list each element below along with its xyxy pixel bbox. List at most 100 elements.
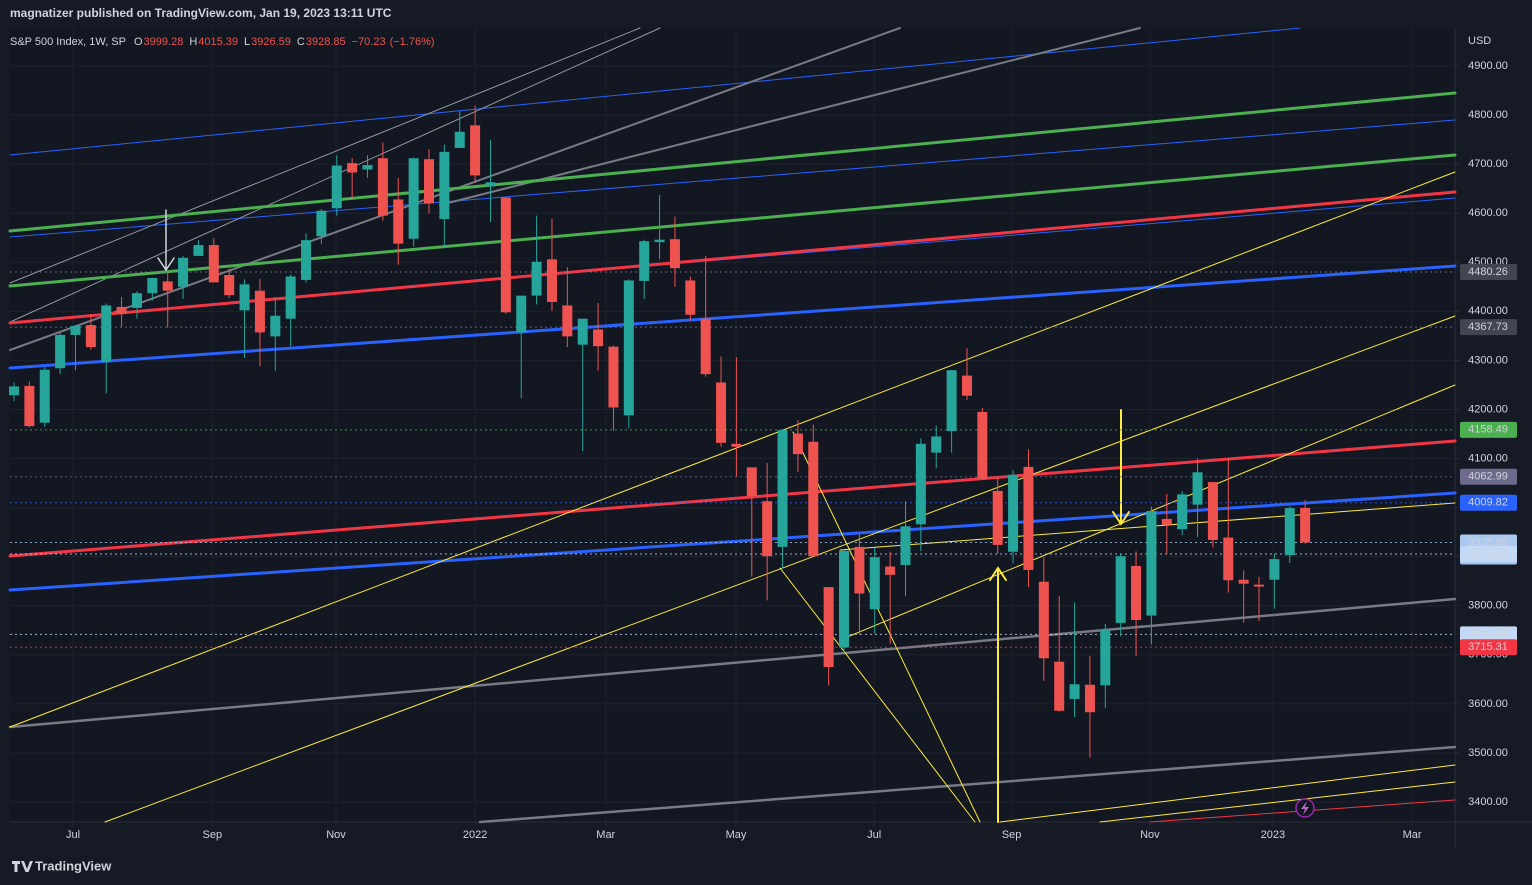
legend-key: C bbox=[297, 36, 305, 48]
candle-body bbox=[1161, 518, 1172, 525]
plot-area bbox=[10, 28, 1455, 822]
price-label: 3905.42 bbox=[1468, 548, 1508, 560]
candle-body bbox=[393, 199, 404, 244]
arrow bbox=[1112, 409, 1130, 526]
y-tick-label: 3500.00 bbox=[1468, 747, 1508, 759]
legend-value: 3926.59 bbox=[251, 36, 291, 48]
price-label-bg bbox=[1460, 421, 1517, 438]
candle-body bbox=[239, 284, 250, 311]
candle-body bbox=[731, 443, 742, 447]
candle-body bbox=[39, 369, 50, 423]
candle-body bbox=[1131, 566, 1142, 620]
legend: S&P 500 Index, 1W, SP O3999.28 H4015.39 L39… bbox=[10, 36, 435, 48]
candle-body bbox=[178, 257, 189, 287]
x-tick-label: 2023 bbox=[1261, 829, 1285, 841]
trendline bbox=[792, 431, 981, 823]
x-tick-label: Mar bbox=[1403, 829, 1422, 841]
trendline bbox=[9, 119, 1456, 238]
candle-body bbox=[1223, 537, 1234, 581]
legend-value: 3928.85 bbox=[306, 36, 346, 48]
candle-body bbox=[1238, 579, 1249, 584]
legend-key: O bbox=[134, 36, 143, 48]
trendline bbox=[478, 745, 1457, 824]
candle-body bbox=[70, 326, 81, 335]
candle-body bbox=[1038, 581, 1049, 659]
candle-body bbox=[1207, 482, 1218, 540]
candle-body bbox=[915, 443, 926, 525]
trendline bbox=[9, 27, 641, 284]
candle-body bbox=[823, 587, 834, 668]
price-label-bg bbox=[1460, 546, 1517, 563]
candle-body bbox=[1192, 472, 1203, 505]
candle-body bbox=[347, 163, 358, 173]
price-label: 3928.85 bbox=[1468, 536, 1508, 548]
candle-body bbox=[869, 557, 880, 610]
candle-body bbox=[408, 158, 419, 239]
legend-change: −70.23 bbox=[352, 36, 386, 48]
candle-body bbox=[85, 325, 96, 348]
trendline bbox=[104, 315, 1456, 823]
legend-change-percent: (−1.76%) bbox=[390, 36, 435, 48]
candle-body bbox=[362, 165, 373, 170]
candle-body bbox=[254, 290, 265, 333]
y-tick-label: 4100.00 bbox=[1468, 452, 1508, 464]
candle-body bbox=[885, 566, 896, 575]
candle-body bbox=[623, 280, 634, 416]
candle-body bbox=[654, 239, 665, 243]
candle-body bbox=[531, 261, 542, 296]
trendline bbox=[1099, 781, 1456, 823]
x-tick-label: Sep bbox=[202, 829, 222, 841]
price-label: 4062.99 bbox=[1468, 471, 1508, 483]
candles bbox=[8, 105, 1311, 758]
trendline bbox=[8, 190, 1457, 325]
price-label-bg bbox=[1460, 639, 1517, 656]
y-tick-label: 4600.00 bbox=[1468, 207, 1508, 219]
candle-body bbox=[746, 467, 757, 496]
candle-body bbox=[1115, 556, 1126, 623]
candle-body bbox=[439, 151, 450, 220]
price-label: 4009.82 bbox=[1468, 497, 1508, 509]
y-tick-label: 4900.00 bbox=[1468, 60, 1508, 72]
price-label-bg bbox=[1460, 468, 1517, 485]
candle-body bbox=[1269, 559, 1280, 580]
candle-body bbox=[992, 490, 1003, 545]
candle-body bbox=[777, 430, 788, 547]
arrow bbox=[157, 209, 175, 272]
y-tick-label: 4800.00 bbox=[1468, 109, 1508, 121]
candle-body bbox=[377, 158, 388, 216]
candle-body bbox=[808, 441, 819, 557]
candle-body bbox=[1146, 511, 1157, 616]
trendline bbox=[8, 91, 1457, 233]
candle-body bbox=[1023, 466, 1034, 570]
candle-body bbox=[285, 276, 296, 319]
candle-body bbox=[424, 159, 435, 204]
candle-body bbox=[485, 182, 496, 187]
candle-body bbox=[270, 315, 281, 337]
candle-body bbox=[8, 386, 19, 396]
candle-body bbox=[685, 280, 696, 315]
trendline bbox=[8, 153, 1457, 288]
candle-body bbox=[193, 245, 204, 256]
y-tick-label: 4700.00 bbox=[1468, 158, 1508, 170]
candle-body bbox=[900, 526, 911, 566]
candle-body bbox=[593, 329, 604, 347]
x-tick-label: Jul bbox=[867, 829, 881, 841]
candle-body bbox=[224, 275, 235, 296]
candle-body bbox=[577, 318, 588, 345]
price-label: 4158.49 bbox=[1468, 424, 1508, 436]
candle-body bbox=[961, 375, 972, 396]
y-tick-label: 4300.00 bbox=[1468, 354, 1508, 366]
candle-body bbox=[1069, 684, 1080, 699]
trendline bbox=[8, 597, 1457, 729]
candle-body bbox=[1284, 508, 1295, 556]
x-tick-label: Nov bbox=[1140, 829, 1160, 841]
price-label-bg bbox=[1460, 494, 1517, 511]
candle-body bbox=[854, 546, 865, 594]
price-label: 3741.65 bbox=[1468, 628, 1508, 640]
candle-body bbox=[1254, 584, 1265, 587]
x-tick-label: Sep bbox=[1002, 829, 1022, 841]
x-tick-label: Mar bbox=[596, 829, 615, 841]
y-tick-label: 3800.00 bbox=[1468, 600, 1508, 612]
